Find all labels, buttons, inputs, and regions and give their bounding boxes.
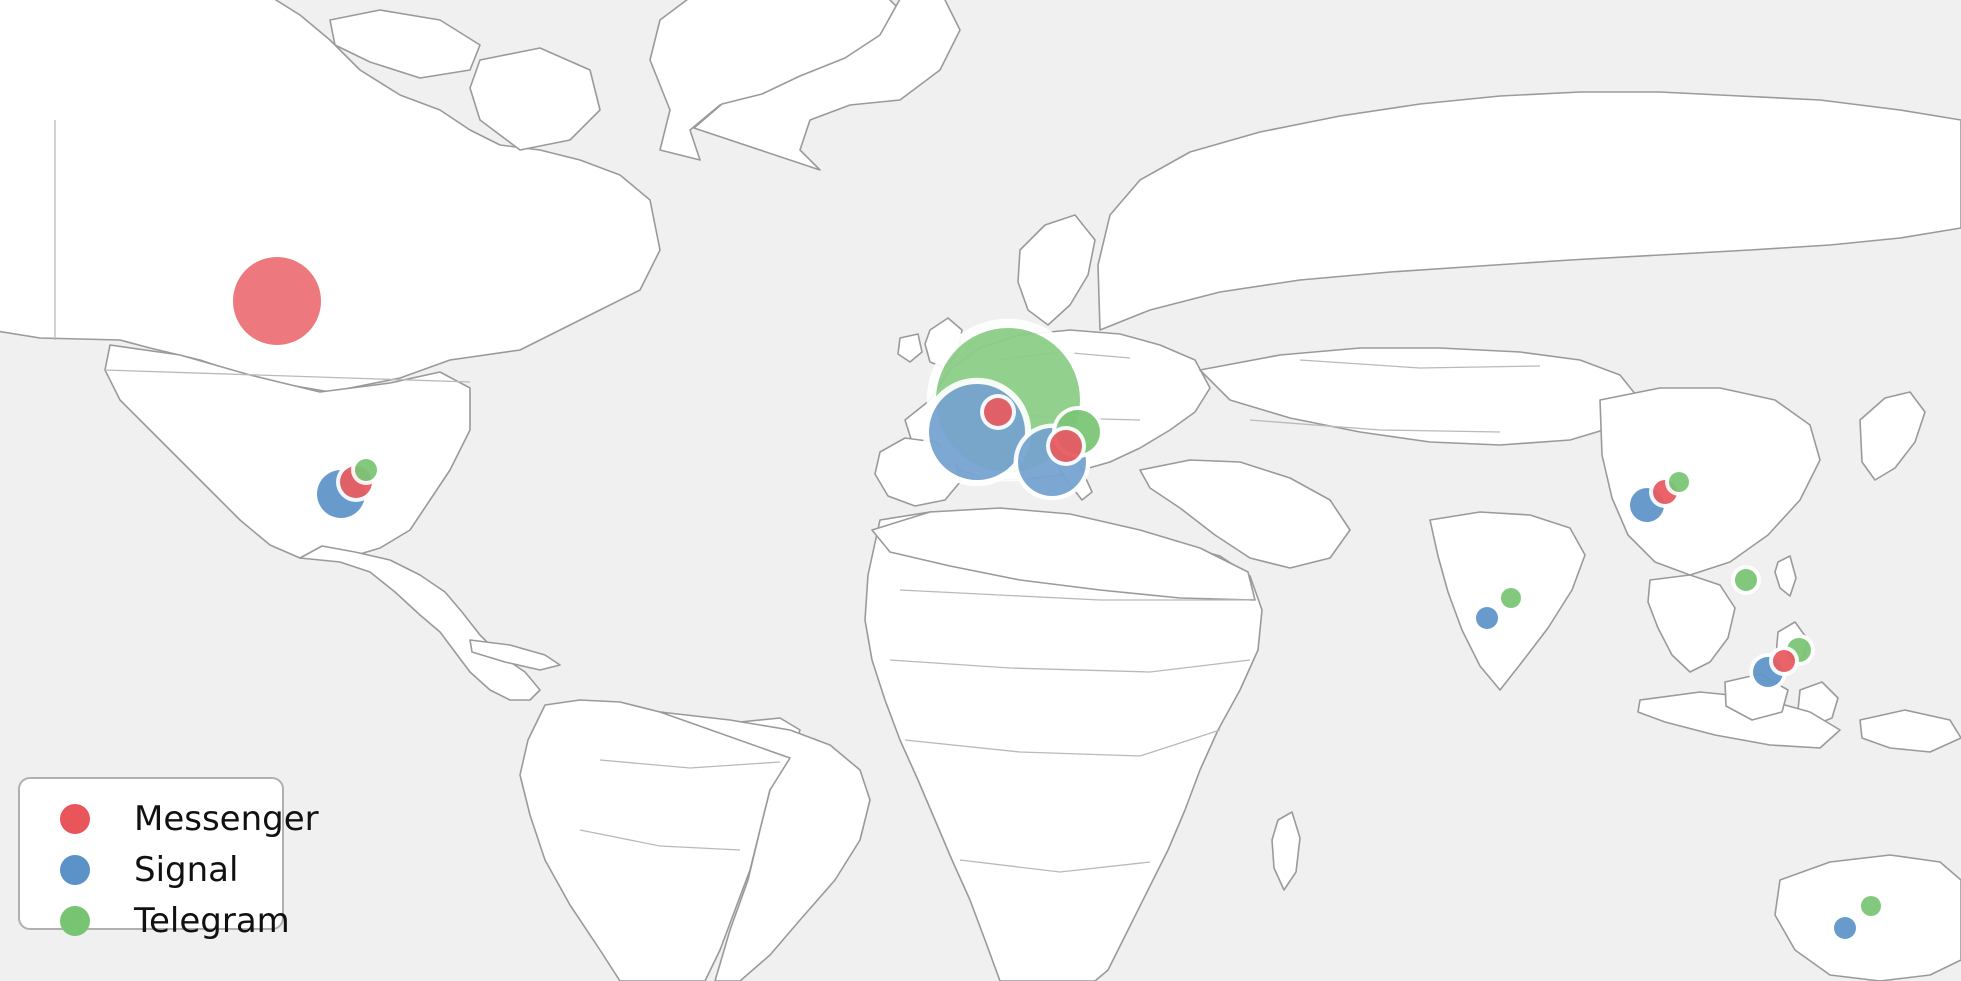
bubble-telegram-united-states[interactable] <box>351 455 381 485</box>
legend: Messenger Signal Telegram <box>18 777 319 938</box>
divider-africa-internal-3 <box>904 729 1221 757</box>
land-taiwan <box>1774 555 1797 597</box>
land-cuba <box>469 639 561 671</box>
bubble-circle[interactable] <box>1476 607 1498 629</box>
bubble-circle[interactable] <box>355 459 377 481</box>
land-russia <box>1097 91 1961 331</box>
bubble-circle[interactable] <box>984 398 1012 426</box>
bubble-messenger-philippines[interactable] <box>1769 646 1799 676</box>
legend-label-telegram: Telegram <box>134 900 290 941</box>
divider-us-canada-49th <box>104 369 471 383</box>
divider-asia-internal-2 <box>1249 419 1501 433</box>
land-new-guinea <box>1859 709 1961 753</box>
land-greenland-west <box>693 0 961 171</box>
bubble-telegram-australia[interactable] <box>1857 892 1885 920</box>
land-mexico <box>299 545 541 701</box>
bubble-circle[interactable] <box>1501 588 1521 608</box>
land-united-states <box>104 344 471 561</box>
land-southeast-asia <box>1647 574 1736 673</box>
land-ireland <box>897 333 923 363</box>
legend-label-messenger: Messenger <box>134 798 319 839</box>
divider-sa-internal-1 <box>599 759 781 769</box>
legend-label-signal: Signal <box>134 849 239 890</box>
land-arctic-islands <box>329 9 481 79</box>
bubble-messenger-united-states[interactable] <box>227 251 327 351</box>
bubble-layer <box>227 251 1885 943</box>
legend-swatch-telegram <box>60 905 90 936</box>
land-madagascar <box>1271 811 1301 891</box>
land-brazil <box>659 711 871 981</box>
divider-africa-internal-1 <box>899 589 1250 601</box>
legend-swatch-messenger <box>60 803 90 834</box>
divider-africa-internal-2 <box>889 659 1251 673</box>
bubble-circle[interactable] <box>1861 896 1881 916</box>
divider-asia-internal-1 <box>1299 359 1541 369</box>
bubble-telegram-hong-kong[interactable] <box>1731 565 1761 595</box>
bubble-signal-australia[interactable] <box>1830 913 1860 943</box>
land-middle-east <box>1139 459 1351 569</box>
land-china <box>1599 387 1821 576</box>
bubble-messenger-western-europe[interactable] <box>980 394 1016 430</box>
land-scandinavia <box>1017 214 1096 326</box>
bubble-circle[interactable] <box>1834 917 1856 939</box>
bubble-signal-india[interactable] <box>1472 603 1502 633</box>
bubble-telegram-china[interactable] <box>1665 468 1693 496</box>
legend-item-messenger[interactable]: Messenger <box>20 793 319 844</box>
legend-swatch-signal <box>60 854 90 885</box>
legend-item-signal[interactable]: Signal <box>20 844 282 895</box>
bubble-circle[interactable] <box>1669 472 1689 492</box>
land-japan <box>1859 391 1926 481</box>
bubble-circle[interactable] <box>929 384 1025 480</box>
divider-sa-internal-2 <box>579 829 741 851</box>
land-baffin <box>469 47 601 151</box>
land-north-africa <box>871 507 1256 601</box>
bubble-circle[interactable] <box>1773 650 1795 672</box>
bubble-circle[interactable] <box>1735 569 1757 591</box>
legend-item-telegram[interactable]: Telegram <box>20 895 290 946</box>
bubble-circle[interactable] <box>233 257 321 345</box>
bubble-messenger-southern-europe[interactable] <box>1046 426 1086 466</box>
divider-africa-internal-4 <box>959 859 1151 873</box>
bubble-circle[interactable] <box>1050 430 1082 462</box>
bubble-telegram-india[interactable] <box>1497 584 1525 612</box>
